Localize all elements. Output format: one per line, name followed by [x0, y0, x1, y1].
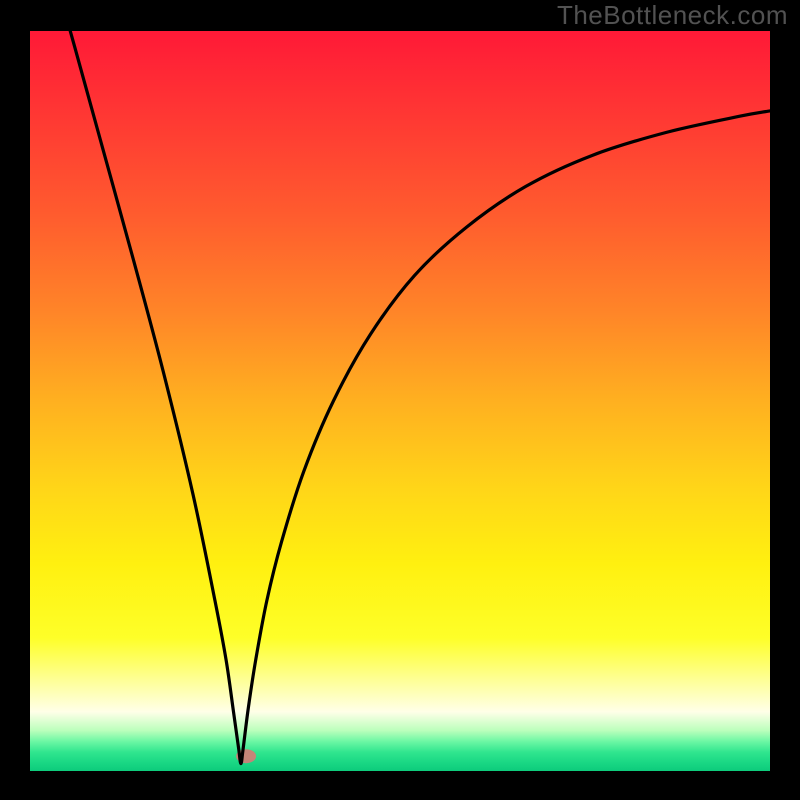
- watermark-text: TheBottleneck.com: [557, 0, 788, 31]
- chart-container: TheBottleneck.com: [0, 0, 800, 800]
- bottleneck-chart: [0, 0, 800, 800]
